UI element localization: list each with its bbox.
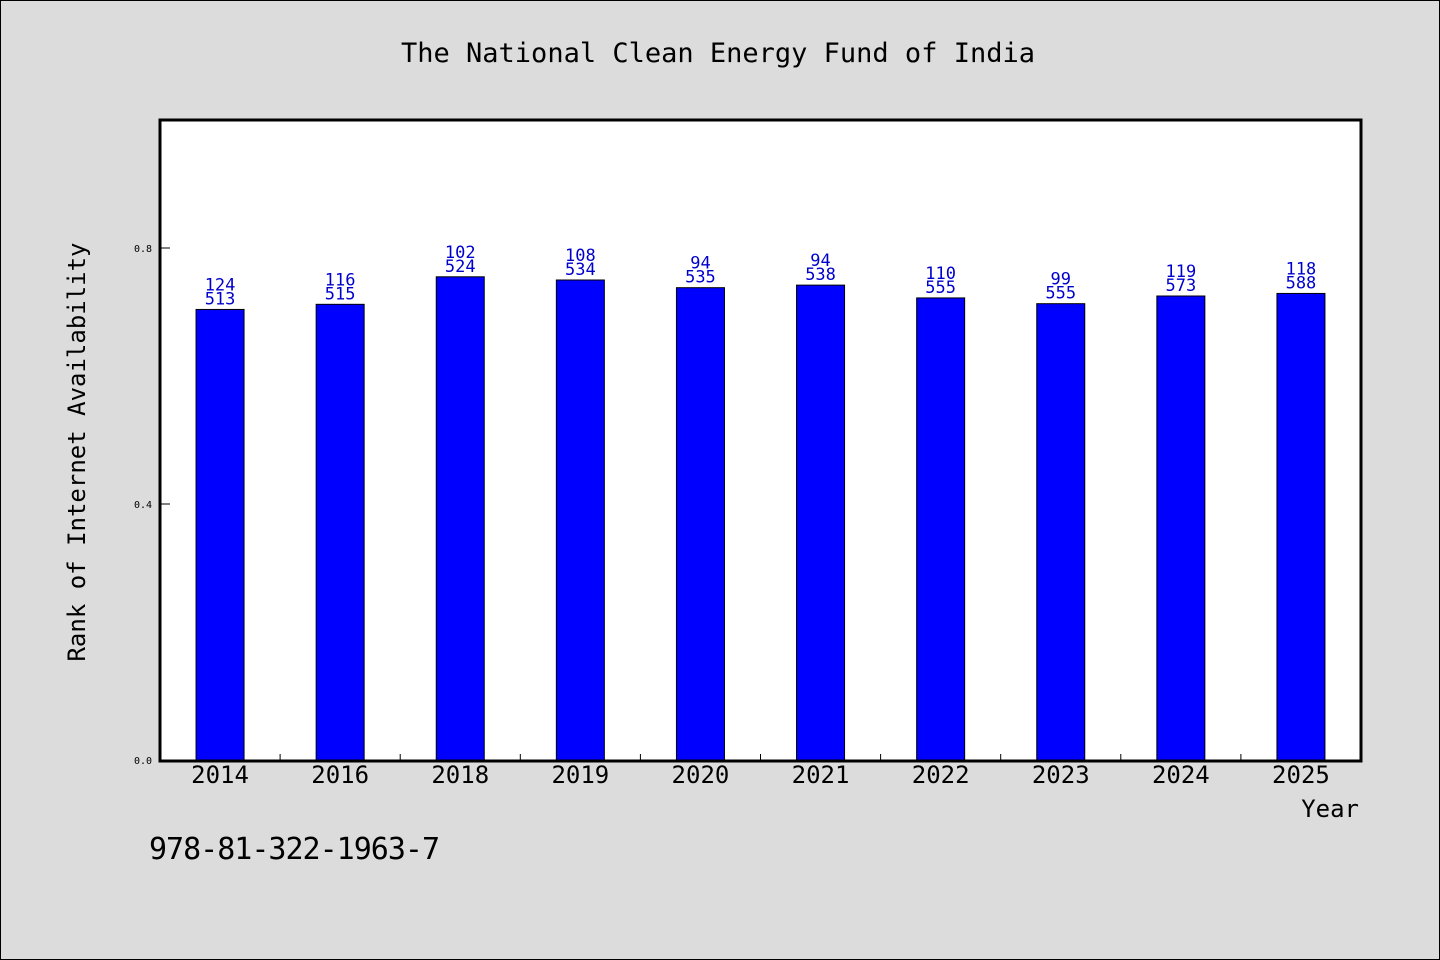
- data-label-bottom-2020: 535: [685, 268, 716, 288]
- bar-2019: [555, 279, 605, 761]
- bar-2024: [1156, 295, 1206, 761]
- x-tick-label-2020: 2020: [672, 761, 730, 789]
- data-label-bottom-2016: 515: [325, 284, 356, 304]
- bar-2014: [195, 308, 245, 761]
- data-label-bottom-2023: 555: [1045, 284, 1076, 304]
- y-tick-label: 0.0: [134, 756, 152, 767]
- data-label-bottom-2024: 573: [1165, 276, 1196, 296]
- ticks-layer: [160, 247, 1242, 761]
- y-tick-label: 0.4: [134, 500, 152, 511]
- data-label-top-2023: 99: [1051, 270, 1071, 290]
- data-label-top-2018: 102: [445, 243, 476, 263]
- data-label-bottom-2021: 538: [805, 265, 836, 285]
- data-label-top-2022: 110: [925, 264, 956, 284]
- data-label-top-2019: 108: [565, 246, 596, 266]
- y-tick-label: 0.8: [134, 244, 152, 255]
- x-tick-label-2014: 2014: [191, 761, 249, 789]
- bar-2018: [435, 276, 485, 761]
- x-tick-label-2025: 2025: [1272, 761, 1330, 789]
- bars-layer: [195, 276, 1326, 761]
- data-label-bottom-2019: 534: [565, 260, 596, 280]
- data-label-bottom-2025: 588: [1286, 273, 1317, 293]
- bar-2020: [675, 287, 725, 761]
- x-tick-label-2019: 2019: [551, 761, 609, 789]
- bar-2023: [1036, 303, 1086, 761]
- bar-2016: [315, 303, 365, 761]
- bar-2025: [1276, 292, 1326, 761]
- data-label-top-2016: 116: [325, 270, 356, 290]
- data-label-bottom-2018: 524: [445, 257, 476, 277]
- data-label-top-2014: 124: [205, 275, 236, 295]
- x-tick-label-2023: 2023: [1032, 761, 1090, 789]
- data-label-top-2020: 94: [690, 254, 710, 274]
- data-label-top-2024: 119: [1165, 262, 1196, 282]
- data-label-top-2025: 118: [1286, 259, 1317, 279]
- y-axis-label: Rank of Internet Availability: [63, 242, 91, 661]
- chart-title: The National Clean Energy Fund of India: [401, 38, 1035, 69]
- bar-2022: [916, 297, 966, 761]
- data-label-bottom-2014: 513: [205, 289, 236, 309]
- x-tick-label-2016: 2016: [311, 761, 369, 789]
- x-axis-label: Year: [1301, 795, 1359, 823]
- data-label-top-2021: 94: [810, 251, 830, 271]
- x-tick-label-2022: 2022: [912, 761, 970, 789]
- x-tick-label-2018: 2018: [431, 761, 489, 789]
- x-tick-label-2021: 2021: [792, 761, 850, 789]
- bar-2021: [796, 284, 846, 761]
- x-tick-label-2024: 2024: [1152, 761, 1210, 789]
- isbn-text: 978-81-322-1963-7: [149, 832, 440, 867]
- data-label-bottom-2022: 555: [925, 278, 956, 298]
